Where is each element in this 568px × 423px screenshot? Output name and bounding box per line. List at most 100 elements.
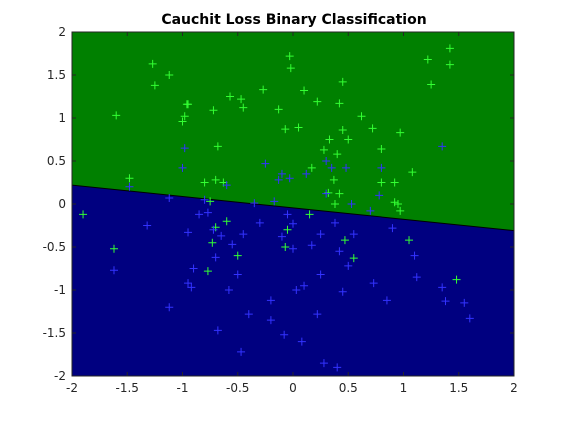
- point-series-1: [410, 251, 419, 260]
- point-series-0: [377, 144, 386, 153]
- point-series-1: [274, 175, 283, 184]
- point-series-1: [302, 169, 311, 178]
- point-series-0: [390, 178, 399, 187]
- y-tick-label: 1: [58, 111, 66, 125]
- point-series-1: [195, 210, 204, 219]
- point-series-0: [313, 97, 322, 106]
- point-series-0: [274, 105, 283, 114]
- point-series-1: [330, 218, 339, 227]
- point-series-1: [283, 210, 292, 219]
- point-series-1: [244, 310, 253, 319]
- point-series-0: [452, 275, 461, 284]
- point-series-0: [319, 145, 328, 154]
- point-series-0: [368, 124, 377, 133]
- point-series-0: [396, 206, 405, 215]
- point-series-1: [277, 169, 286, 178]
- x-tick-label: -0.5: [226, 381, 249, 395]
- point-series-1: [292, 286, 301, 294]
- point-series-0: [211, 175, 220, 184]
- point-series-1: [412, 273, 421, 282]
- point-series-1: [233, 270, 242, 279]
- point-series-1: [203, 208, 212, 217]
- point-series-1: [217, 231, 226, 240]
- point-series-1: [366, 206, 375, 215]
- point-series-0: [226, 92, 235, 101]
- y-tick-label: -2: [54, 369, 66, 383]
- point-series-1: [382, 296, 391, 305]
- point-series-0: [233, 251, 242, 260]
- point-series-1: [322, 189, 331, 198]
- point-series-0: [423, 55, 432, 64]
- point-series-0: [259, 85, 268, 94]
- point-series-0: [209, 106, 218, 115]
- point-series-1: [266, 296, 275, 305]
- point-series-0: [408, 168, 417, 177]
- decision-regions: [72, 32, 514, 376]
- point-series-1: [237, 347, 246, 356]
- point-series-1: [297, 337, 306, 346]
- point-series-0: [200, 178, 209, 187]
- point-series-1: [322, 157, 331, 165]
- y-tick-label: -1.5: [43, 326, 66, 340]
- x-tick-label: 2: [510, 381, 518, 395]
- point-series-0: [148, 59, 157, 68]
- point-series-1: [460, 298, 469, 307]
- point-series-1: [377, 163, 386, 172]
- x-tick-label: 1.5: [449, 381, 468, 395]
- point-series-0: [393, 200, 402, 208]
- point-series-1: [369, 279, 378, 288]
- point-series-0: [330, 200, 339, 208]
- point-series-0: [150, 81, 159, 90]
- point-series-1: [200, 195, 209, 204]
- point-series-1: [338, 287, 347, 296]
- point-series-0: [184, 100, 193, 109]
- point-series-0: [377, 178, 386, 187]
- point-series-1: [213, 326, 222, 335]
- region-below: [72, 185, 514, 376]
- point-series-0: [333, 150, 342, 159]
- point-series-1: [239, 230, 248, 239]
- point-series-1: [441, 297, 450, 306]
- point-series-1: [316, 270, 325, 279]
- point-series-1: [344, 261, 353, 270]
- point-series-1: [270, 197, 279, 206]
- point-series-0: [427, 80, 436, 89]
- point-series-1: [222, 181, 231, 190]
- point-series-1: [327, 163, 336, 172]
- point-series-1: [289, 244, 297, 253]
- point-series-1: [109, 266, 118, 275]
- point-series-1: [180, 144, 189, 153]
- point-series-1: [187, 283, 196, 292]
- point-series-0: [222, 217, 231, 226]
- point-series-1: [313, 310, 322, 319]
- point-series-0: [283, 225, 292, 234]
- point-series-0: [335, 189, 344, 198]
- point-series-0: [281, 125, 290, 134]
- point-series-1: [277, 232, 286, 241]
- y-tick-label: -1: [54, 283, 66, 297]
- x-tick-label: -2: [66, 381, 78, 395]
- point-series-0: [125, 174, 134, 183]
- point-series-1: [438, 142, 447, 151]
- x-tick-label: 1: [400, 381, 408, 395]
- point-series-1: [143, 221, 152, 230]
- point-series-0: [237, 95, 246, 104]
- point-series-0: [405, 236, 414, 245]
- point-series-1: [280, 330, 289, 339]
- point-series-0: [338, 77, 347, 86]
- point-series-1: [319, 359, 328, 368]
- point-series-0: [338, 126, 347, 135]
- point-series-1: [333, 363, 342, 372]
- point-series-1: [438, 283, 447, 292]
- point-series-0: [165, 71, 174, 79]
- point-series-1: [184, 228, 193, 237]
- point-series-1: [300, 281, 309, 290]
- point-series-1: [165, 303, 174, 312]
- point-series-1: [285, 174, 294, 183]
- point-series-0: [396, 128, 405, 137]
- point-series-0: [208, 238, 217, 247]
- point-series-1: [349, 230, 358, 239]
- point-series-0: [325, 135, 334, 144]
- point-series-0: [390, 198, 399, 207]
- point-series-1: [228, 240, 237, 249]
